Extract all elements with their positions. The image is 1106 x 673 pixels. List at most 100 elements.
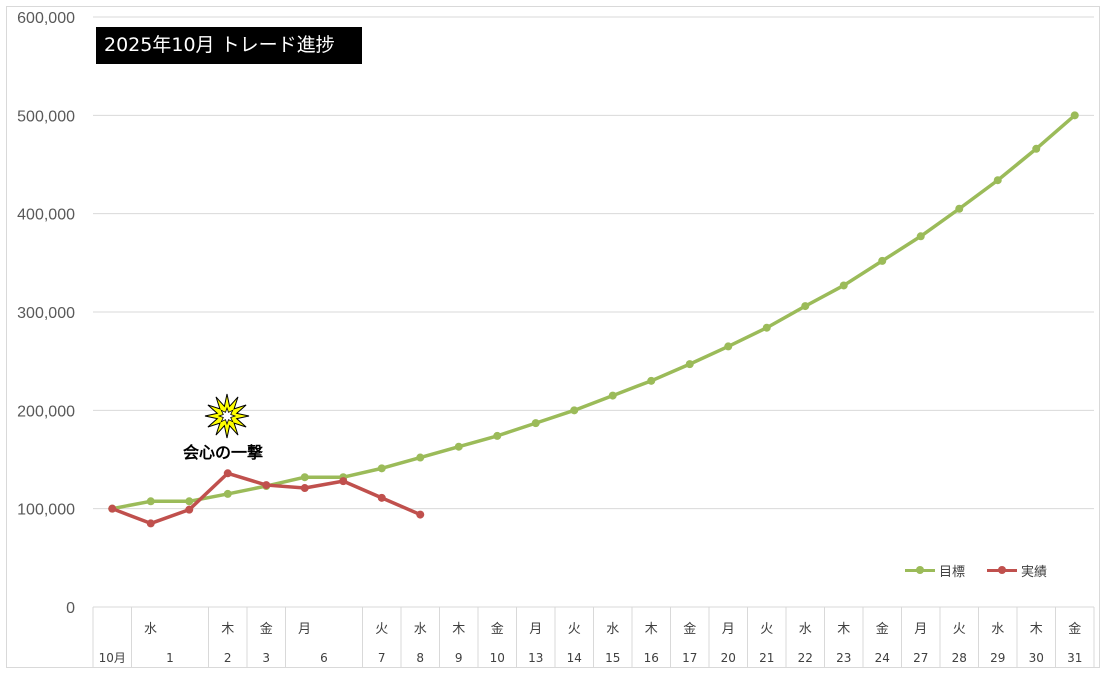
x-weekday-label: 水 [144,622,157,637]
legend: 目標 実績 [905,561,1047,580]
x-day-label: 2 [224,651,232,665]
y-tick-label: 600,000 [17,10,75,27]
x-weekday-label: 金 [491,621,504,637]
data-point-target [185,497,194,506]
data-point-target [570,406,579,415]
x-weekday-label: 水 [799,622,812,637]
data-point-target [878,256,887,265]
data-point-target [993,176,1002,185]
x-day-label: 10月 [99,651,126,665]
data-point-actual [262,481,271,490]
series-line-actual [111,471,421,526]
x-weekday-label: 月 [298,622,311,637]
x-weekday-label: 金 [1068,621,1081,637]
x-weekday-label: 火 [375,622,388,637]
legend-label-target: 目標 [939,565,966,580]
x-day-label: 17 [682,651,697,665]
data-point-actual [416,510,425,519]
x-weekday-label: 木 [1030,622,1043,637]
x-day-label: 16 [644,651,659,665]
x-day-label: 9 [455,651,463,665]
data-point-actual [108,504,117,513]
data-point-target [531,419,540,428]
legend-item-actual: 実績 [987,561,1047,580]
data-point-target [724,342,733,351]
y-tick-label: 500,000 [17,108,75,125]
y-tick-label: 0 [66,600,75,617]
data-point-actual [339,477,348,486]
data-point-target [647,376,656,385]
data-point-target [955,204,964,213]
x-day-label: 29 [990,651,1005,665]
x-day-label: 3 [262,651,270,665]
data-point-target [762,323,771,332]
x-weekday-label: 金 [876,621,889,637]
legend-item-target: 目標 [905,561,965,580]
x-weekday-label: 木 [221,622,234,637]
y-tick-label: 200,000 [17,403,75,420]
data-point-target [916,232,925,241]
data-point-target [146,497,155,506]
data-point-target [223,489,232,498]
data-point-target [685,360,694,369]
data-point-target [300,473,309,482]
x-day-label: 1 [166,651,174,665]
x-day-label: 7 [378,651,386,665]
x-day-label: 13 [528,651,543,665]
data-point-target [1032,144,1041,153]
x-weekday-label: 火 [953,622,966,637]
y-tick-label: 100,000 [17,502,75,519]
x-weekday-label: 水 [414,622,427,637]
x-weekday-label: 水 [991,622,1004,637]
legend-swatch-target [905,566,935,574]
x-day-label: 28 [952,651,967,665]
x-weekday-label: 水 [606,622,619,637]
x-weekday-label: 木 [837,622,850,637]
x-day-label: 23 [836,651,851,665]
x-weekday-label: 木 [645,622,658,637]
x-day-label: 30 [1029,651,1044,665]
x-day-label: 27 [913,651,928,665]
legend-label-actual: 実績 [1021,565,1048,580]
data-point-actual [300,484,309,493]
x-weekday-label: 火 [568,622,581,637]
data-point-target [454,442,463,451]
x-weekday-label: 火 [760,622,773,637]
data-point-target [377,464,386,473]
data-point-target [801,302,810,311]
x-weekday-label: 月 [722,622,735,637]
y-tick-label: 300,000 [17,305,75,322]
x-day-label: 15 [605,651,620,665]
x-day-label: 6 [320,651,328,665]
x-day-label: 31 [1067,651,1082,665]
x-weekday-label: 木 [452,622,465,637]
annotation-label: 会心の一撃 [183,443,264,462]
data-point-target [416,453,425,462]
data-point-actual [223,469,232,478]
legend-swatch-actual [987,566,1018,574]
data-point-target [493,431,502,440]
data-point-target [839,281,848,290]
chart-frame [6,6,1100,668]
x-day-label: 14 [567,651,582,665]
x-day-label: 22 [798,651,813,665]
x-day-label: 8 [416,651,424,665]
data-point-target [1070,111,1079,120]
x-weekday-label: 金 [683,621,696,637]
x-weekday-label: 月 [529,622,542,637]
data-point-target [608,391,617,400]
x-weekday-label: 金 [260,621,273,637]
starburst-inner-icon [217,406,237,426]
x-weekday-label: 月 [914,622,927,637]
x-day-label: 20 [721,651,736,665]
data-point-actual [377,493,386,502]
data-point-actual [146,519,155,528]
chart-title: 2025年10月 トレード進捗 [96,27,362,64]
data-point-actual [185,505,194,514]
x-day-label: 10 [490,651,505,665]
x-day-label: 24 [875,651,890,665]
x-day-label: 21 [759,651,774,665]
y-tick-label: 400,000 [17,207,75,224]
